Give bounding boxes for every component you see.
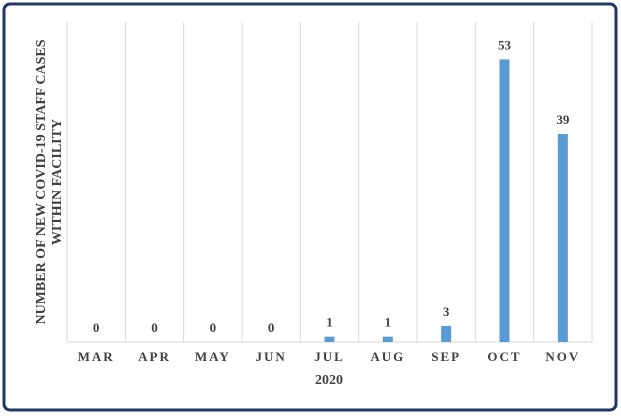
- data-label: 1: [326, 315, 333, 330]
- x-tick-label: OCT: [487, 349, 521, 364]
- y-title-line: NUMBER OF NEW COVID-19 STAFF CASES: [34, 39, 49, 324]
- x-tick-label: APR: [138, 349, 171, 364]
- x-tick-label: JUL: [314, 349, 345, 364]
- x-tick-label: MAR: [78, 349, 115, 364]
- data-label: 0: [151, 320, 158, 335]
- data-label: 39: [556, 112, 570, 127]
- x-title: 2020: [315, 373, 343, 388]
- bar: [557, 134, 568, 342]
- data-label: 53: [498, 37, 512, 52]
- x-tick-label: JUN: [256, 349, 287, 364]
- x-tick-label: MAY: [195, 349, 231, 364]
- frame: [2, 2, 618, 412]
- y-title: NUMBER OF NEW COVID-19 STAFF CASES WITHI…: [34, 39, 65, 324]
- x-tick-label: SEP: [431, 349, 461, 364]
- data-label: 1: [385, 315, 392, 330]
- data-label: 0: [210, 320, 217, 335]
- bar: [441, 326, 452, 342]
- data-label: 3: [443, 304, 450, 319]
- bar: [499, 59, 510, 342]
- data-label: 0: [268, 320, 275, 335]
- x-tick-label: AUG: [370, 349, 405, 364]
- bar: [382, 336, 393, 342]
- y-title-line: WITHIN FACILITY: [50, 119, 65, 245]
- x-tick-label: NOV: [545, 349, 580, 364]
- data-label: 0: [93, 320, 100, 335]
- bar: [324, 336, 335, 342]
